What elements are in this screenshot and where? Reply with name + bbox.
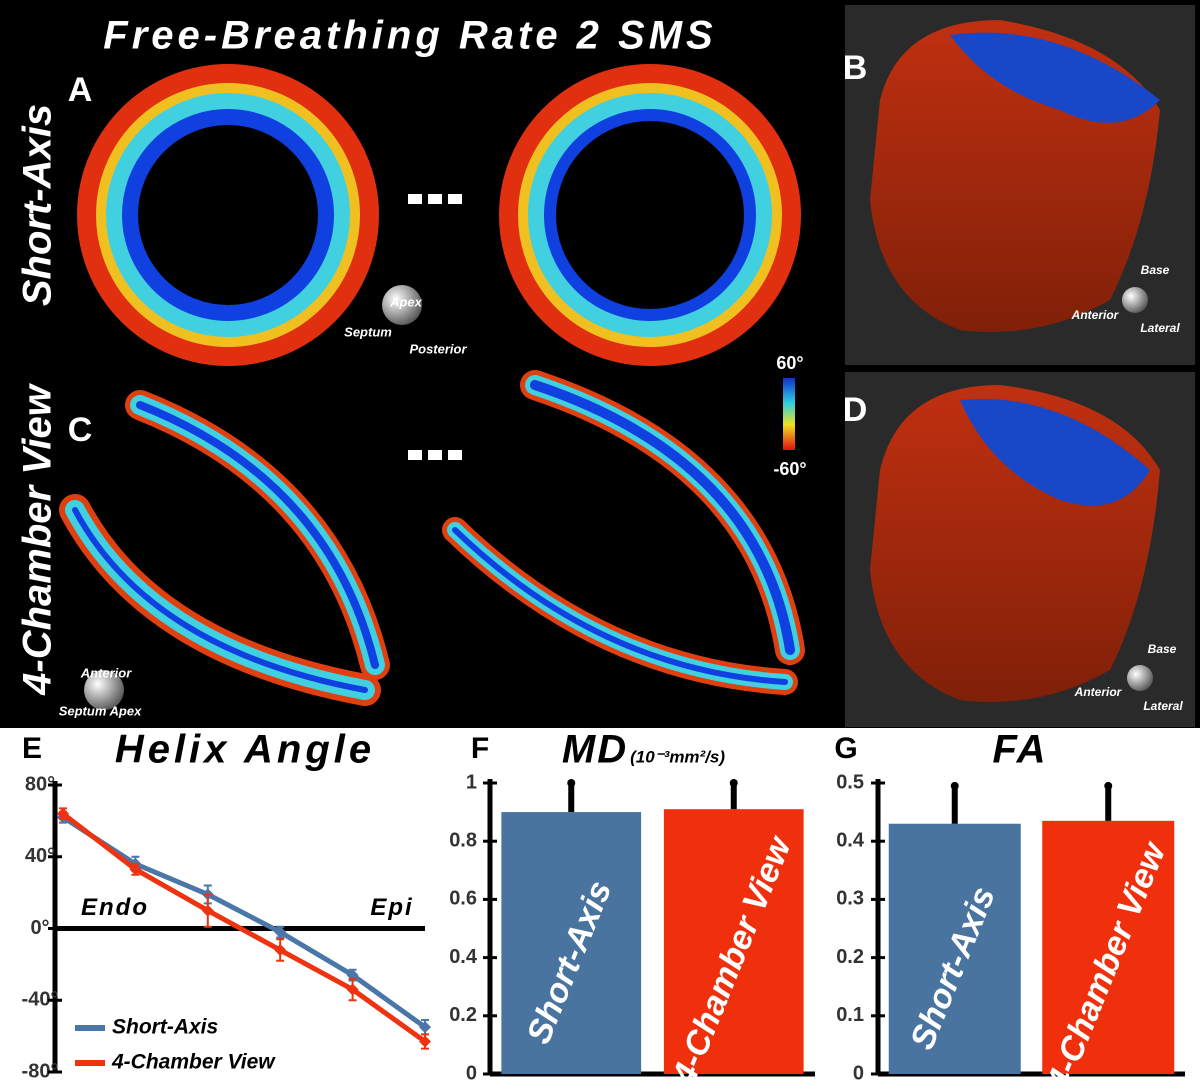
error-cap	[729, 779, 738, 787]
colorbar	[783, 378, 795, 450]
panel-label: A	[68, 71, 93, 109]
bar	[663, 809, 804, 1074]
panel-label: B	[843, 49, 868, 87]
series-line	[61, 815, 427, 1030]
point	[274, 926, 287, 939]
error-cap	[567, 779, 576, 787]
point	[419, 1035, 431, 1048]
y-tick-label: 0.4	[449, 946, 478, 968]
orientation-label: Anterior	[1071, 308, 1120, 322]
row-label: 4-Chamber View	[16, 382, 60, 696]
four-chamber-maps	[59, 370, 805, 706]
tractography-d	[845, 372, 1195, 727]
chart-title: FA	[992, 728, 1047, 772]
bar	[888, 823, 1021, 1074]
tractography-b	[845, 5, 1195, 365]
chart-title: MD	[562, 728, 628, 772]
y-tick-label: 0	[853, 1062, 864, 1084]
colorbar-label: -60°	[773, 459, 806, 479]
panel-label: G	[834, 732, 857, 765]
y-tick-label: 0°	[30, 917, 49, 939]
y-tick-label: 0.2	[449, 1004, 477, 1026]
orientation-label: Apex	[389, 294, 423, 309]
point	[274, 944, 287, 957]
y-tick-label: 80°	[25, 773, 55, 795]
colorbar-label: 60°	[776, 353, 803, 373]
point	[57, 807, 69, 820]
orientation-label: Septum Apex	[59, 703, 142, 718]
chart-subtitle: (10⁻³mm²/s)	[630, 747, 725, 766]
y-tick-label: 0.4	[836, 829, 865, 851]
y-tick-label: 40°	[25, 845, 55, 867]
orientation-label: Lateral	[1143, 699, 1183, 713]
panel-label: E	[22, 732, 42, 765]
orientation-label: Septum	[344, 324, 392, 339]
y-tick-label: 1	[466, 771, 477, 793]
y-tick-label: -80°	[22, 1060, 59, 1082]
point	[419, 1021, 431, 1034]
bar	[501, 812, 642, 1074]
orientation-label: Anterior	[1074, 685, 1123, 699]
error-cap	[1104, 781, 1113, 790]
ellipsis	[408, 194, 462, 460]
point	[346, 983, 359, 996]
bar	[1042, 820, 1175, 1074]
orientation-sphere	[382, 285, 422, 325]
chart-title: Helix Angle	[115, 728, 375, 772]
orientation-label: Posterior	[409, 341, 467, 356]
legend-label: 4-Chamber View	[111, 1051, 276, 1074]
y-tick-label: 0.5	[836, 771, 864, 793]
y-tick-label: 0.2	[836, 946, 864, 968]
y-tick-label: 0.8	[449, 829, 477, 851]
short-axis-maps	[77, 64, 801, 366]
error-cap	[950, 781, 959, 790]
figure-title: Free-Breathing Rate 2 SMS	[103, 14, 716, 58]
orientation-sphere	[84, 670, 124, 710]
panel-label: D	[843, 391, 868, 429]
annotation: Epi	[370, 894, 413, 921]
panel-label: C	[68, 411, 93, 449]
row-label: Short-Axis	[16, 104, 60, 306]
y-tick-label: 0.1	[836, 1004, 864, 1026]
orientation-label: Base	[1141, 263, 1170, 277]
series-line	[61, 811, 427, 1044]
legend-label: Short-Axis	[112, 1016, 218, 1039]
y-tick-label: 0.6	[449, 888, 477, 910]
orientation-label: Base	[1148, 642, 1177, 656]
panel-label: F	[471, 732, 489, 765]
orientation-label: Anterior	[80, 665, 133, 680]
y-tick-label: -40°	[22, 989, 59, 1011]
point	[129, 863, 142, 876]
point	[201, 904, 214, 917]
annotation: Endo	[81, 894, 149, 921]
y-tick-label: 0.3	[836, 888, 864, 910]
orientation-label: Lateral	[1140, 321, 1180, 335]
y-tick-label: 0	[466, 1062, 477, 1084]
